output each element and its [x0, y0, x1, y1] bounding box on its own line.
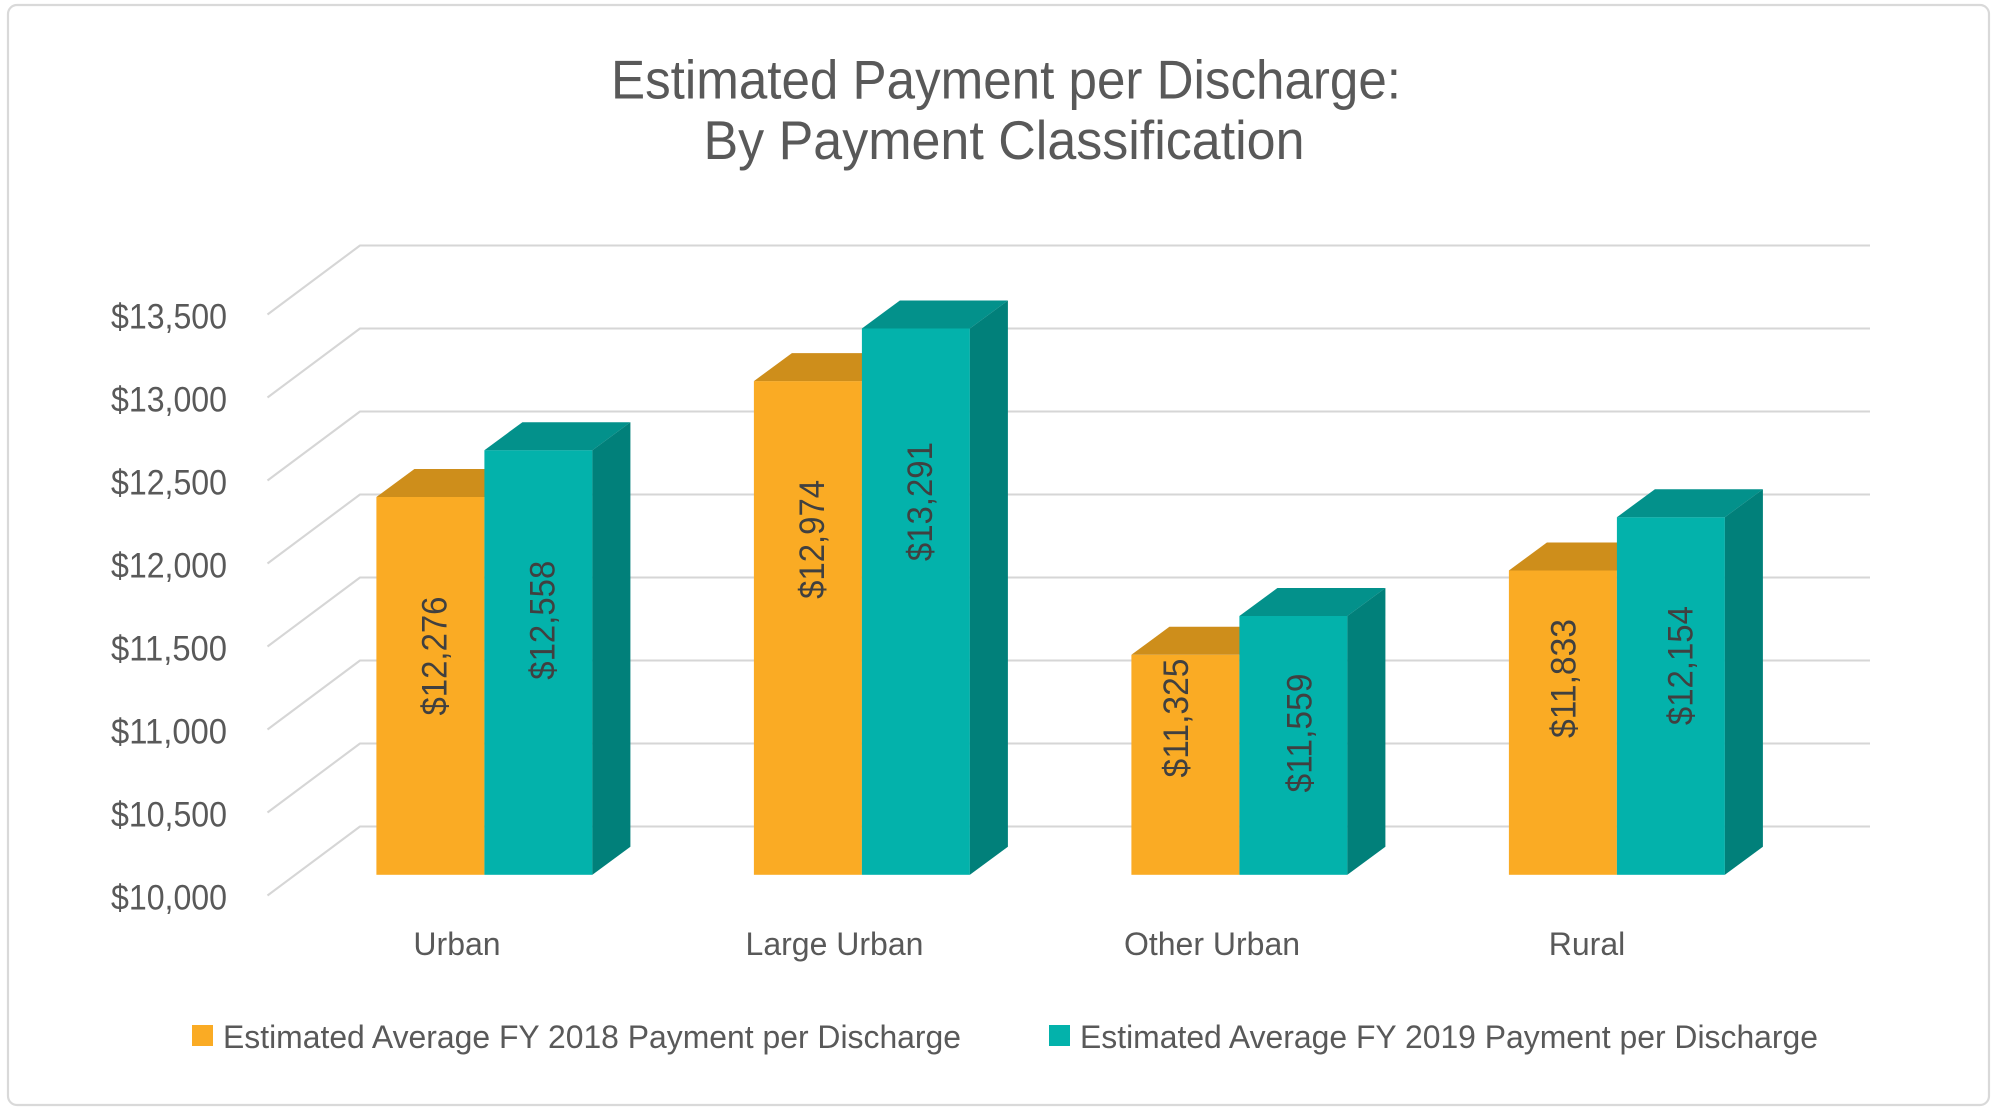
svg-text:$12,500: $12,500 — [111, 464, 227, 503]
svg-text:$12,000: $12,000 — [111, 547, 227, 586]
svg-text:Urban: Urban — [413, 926, 500, 962]
svg-text:$12,276: $12,276 — [415, 597, 454, 716]
svg-text:$11,000: $11,000 — [111, 713, 227, 752]
svg-text:Large Urban: Large Urban — [746, 926, 924, 962]
svg-text:$11,500: $11,500 — [111, 630, 227, 669]
svg-text:Estimated Average FY 2018 Paym: Estimated Average FY 2018 Payment per Di… — [223, 1019, 961, 1055]
svg-text:$12,558: $12,558 — [523, 561, 562, 680]
svg-text:Estimated Average FY 2019 Paym: Estimated Average FY 2019 Payment per Di… — [1080, 1019, 1818, 1055]
svg-text:Other Urban: Other Urban — [1124, 926, 1300, 962]
svg-text:$13,500: $13,500 — [111, 298, 227, 337]
svg-text:$13,291: $13,291 — [901, 442, 940, 561]
svg-text:$12,154: $12,154 — [1662, 606, 1701, 725]
svg-text:$13,000: $13,000 — [111, 381, 227, 420]
svg-text:$12,974: $12,974 — [793, 480, 832, 599]
svg-text:Rural: Rural — [1549, 926, 1625, 962]
svg-text:$11,325: $11,325 — [1157, 659, 1196, 778]
svg-text:$10,000: $10,000 — [111, 879, 227, 918]
svg-text:By Payment Classification: By Payment Classification — [704, 109, 1305, 171]
svg-text:$11,559: $11,559 — [1281, 674, 1320, 793]
svg-text:Estimated Payment per Discharg: Estimated Payment per Discharge: — [611, 49, 1401, 111]
svg-text:$10,500: $10,500 — [111, 796, 227, 835]
svg-text:$11,833: $11,833 — [1545, 619, 1584, 738]
